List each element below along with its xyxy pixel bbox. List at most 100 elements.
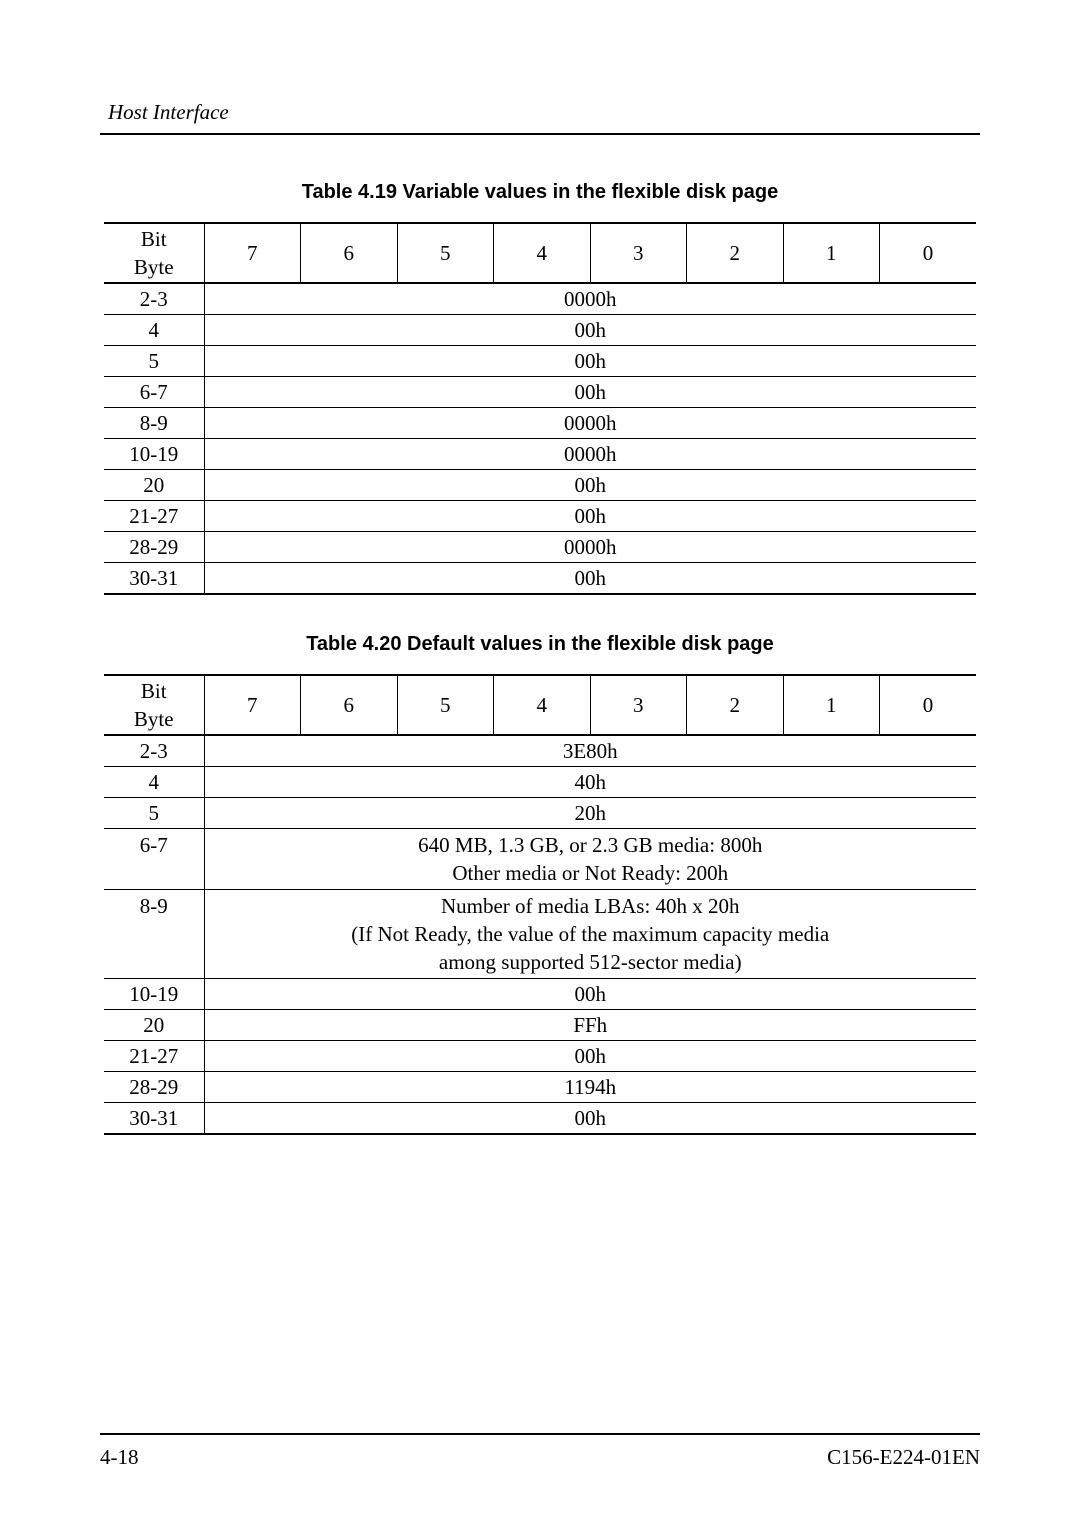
value-cell: 0000h <box>204 532 976 563</box>
byte-cell: 10-19 <box>104 439 204 470</box>
byte-cell: 2-3 <box>104 283 204 315</box>
value-line: 640 MB, 1.3 GB, or 2.3 GB media: 800h <box>205 831 977 859</box>
running-header: Host Interface <box>100 100 980 125</box>
table-row: 2000h <box>104 470 976 501</box>
bit-col-3: 3 <box>590 223 687 283</box>
value-cell: 0000h <box>204 408 976 439</box>
bit-col-0: 0 <box>880 223 977 283</box>
bit-col-1: 1 <box>783 223 880 283</box>
value-cell: 00h <box>204 501 976 532</box>
byte-cell: 5 <box>104 346 204 377</box>
bit-col-5: 5 <box>397 675 494 735</box>
footer-rule <box>100 1433 980 1435</box>
byte-cell: 28-29 <box>104 532 204 563</box>
table-4-19-section: Table 4.19 Variable values in the flexib… <box>100 181 980 595</box>
bit-col-4: 4 <box>494 675 591 735</box>
value-line: Other media or Not Ready: 200h <box>205 859 977 887</box>
bit-col-2: 2 <box>687 675 784 735</box>
bit-col-4: 4 <box>494 223 591 283</box>
table-row: 520h <box>104 798 976 829</box>
table-row: 2-33E80h <box>104 735 976 767</box>
byte-cell: 5 <box>104 798 204 829</box>
table-row: 440h <box>104 767 976 798</box>
byte-cell: 21-27 <box>104 501 204 532</box>
corner-cell: Bit Byte <box>104 223 204 283</box>
table-4-20: Bit Byte 7 6 5 4 3 2 1 0 2-33E80h 440h 5… <box>104 674 976 1135</box>
byte-cell: 6-7 <box>104 829 204 890</box>
value-cell: 3E80h <box>204 735 976 767</box>
bit-col-5: 5 <box>397 223 494 283</box>
table-row: 30-3100h <box>104 563 976 595</box>
bit-col-6: 6 <box>301 675 398 735</box>
value-cell: 0000h <box>204 439 976 470</box>
byte-cell: 20 <box>104 1010 204 1041</box>
value-cell: 00h <box>204 315 976 346</box>
bit-col-3: 3 <box>590 675 687 735</box>
value-cell: 00h <box>204 979 976 1010</box>
byte-cell: 4 <box>104 315 204 346</box>
table-row: 500h <box>104 346 976 377</box>
table-row: 400h <box>104 315 976 346</box>
value-cell: 20h <box>204 798 976 829</box>
value-cell: 00h <box>204 346 976 377</box>
byte-cell: 2-3 <box>104 735 204 767</box>
value-cell: FFh <box>204 1010 976 1041</box>
value-line: Number of media LBAs: 40h x 20h <box>205 892 977 920</box>
byte-cell: 21-27 <box>104 1041 204 1072</box>
value-cell: 0000h <box>204 283 976 315</box>
bit-col-6: 6 <box>301 223 398 283</box>
byte-cell: 20 <box>104 470 204 501</box>
value-cell: 00h <box>204 563 976 595</box>
value-cell: 40h <box>204 767 976 798</box>
table-row: 2-30000h <box>104 283 976 315</box>
table-row: 8-9 Number of media LBAs: 40h x 20h (If … <box>104 890 976 979</box>
byte-cell: 6-7 <box>104 377 204 408</box>
bit-col-2: 2 <box>687 223 784 283</box>
table-row: 30-3100h <box>104 1103 976 1135</box>
table-header-row: Bit Byte 7 6 5 4 3 2 1 0 <box>104 675 976 735</box>
header-rule <box>100 133 980 135</box>
value-cell: 1194h <box>204 1072 976 1103</box>
table-4-20-section: Table 4.20 Default values in the flexibl… <box>100 633 980 1135</box>
byte-cell: 10-19 <box>104 979 204 1010</box>
bit-col-7: 7 <box>204 675 301 735</box>
table-row: 21-2700h <box>104 1041 976 1072</box>
value-line: (If Not Ready, the value of the maximum … <box>205 920 977 948</box>
value-cell: 00h <box>204 1041 976 1072</box>
footer-row: 4-18 C156-E224-01EN <box>100 1445 980 1470</box>
byte-cell: 28-29 <box>104 1072 204 1103</box>
value-cell: 00h <box>204 470 976 501</box>
corner-top: Bit <box>104 225 204 253</box>
table-row: 10-190000h <box>104 439 976 470</box>
table-row: 6-700h <box>104 377 976 408</box>
page-footer: 4-18 C156-E224-01EN <box>100 1433 980 1470</box>
table-row: 20FFh <box>104 1010 976 1041</box>
value-cell: 640 MB, 1.3 GB, or 2.3 GB media: 800h Ot… <box>204 829 976 890</box>
doc-id: C156-E224-01EN <box>827 1445 980 1470</box>
byte-cell: 8-9 <box>104 408 204 439</box>
value-cell: 00h <box>204 377 976 408</box>
table-row: 28-290000h <box>104 532 976 563</box>
table-header-row: Bit Byte 7 6 5 4 3 2 1 0 <box>104 223 976 283</box>
bit-col-1: 1 <box>783 675 880 735</box>
table-row: 28-291194h <box>104 1072 976 1103</box>
table-4-20-caption: Table 4.20 Default values in the flexibl… <box>100 633 980 656</box>
table-row: 8-90000h <box>104 408 976 439</box>
corner-cell: Bit Byte <box>104 675 204 735</box>
bit-col-7: 7 <box>204 223 301 283</box>
page-number: 4-18 <box>100 1445 139 1470</box>
page: Host Interface Table 4.19 Variable value… <box>0 0 1080 1528</box>
table-row: 10-1900h <box>104 979 976 1010</box>
corner-bottom: Byte <box>104 705 204 733</box>
corner-top: Bit <box>104 677 204 705</box>
value-cell: 00h <box>204 1103 976 1135</box>
byte-cell: 30-31 <box>104 563 204 595</box>
bit-col-0: 0 <box>880 675 977 735</box>
byte-cell: 30-31 <box>104 1103 204 1135</box>
value-cell: Number of media LBAs: 40h x 20h (If Not … <box>204 890 976 979</box>
byte-cell: 8-9 <box>104 890 204 979</box>
value-line: among supported 512-sector media) <box>205 948 977 976</box>
table-4-19-caption: Table 4.19 Variable values in the flexib… <box>100 181 980 204</box>
table-4-19: Bit Byte 7 6 5 4 3 2 1 0 2-30000h 400h 5… <box>104 222 976 595</box>
table-row: 6-7 640 MB, 1.3 GB, or 2.3 GB media: 800… <box>104 829 976 890</box>
